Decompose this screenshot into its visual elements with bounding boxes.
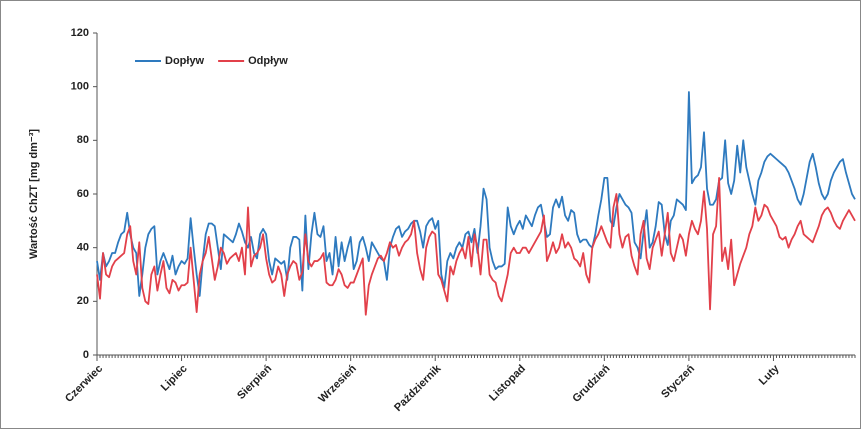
legend-label: Dopływ: [165, 55, 205, 67]
y-tick-label: 60: [77, 188, 89, 200]
y-axis-label: Wartość ChZT [mg dm⁻³]: [28, 129, 40, 259]
y-tick-label: 20: [77, 295, 89, 307]
series-line: [96, 177, 856, 316]
y-tick-label: 80: [77, 134, 89, 146]
y-tick-label: 0: [83, 349, 89, 361]
y-tick-label: 100: [71, 81, 89, 93]
y-tick-label: 120: [71, 27, 89, 39]
y-tick-label: 40: [77, 242, 89, 254]
legend-label: Odpływ: [248, 55, 288, 67]
